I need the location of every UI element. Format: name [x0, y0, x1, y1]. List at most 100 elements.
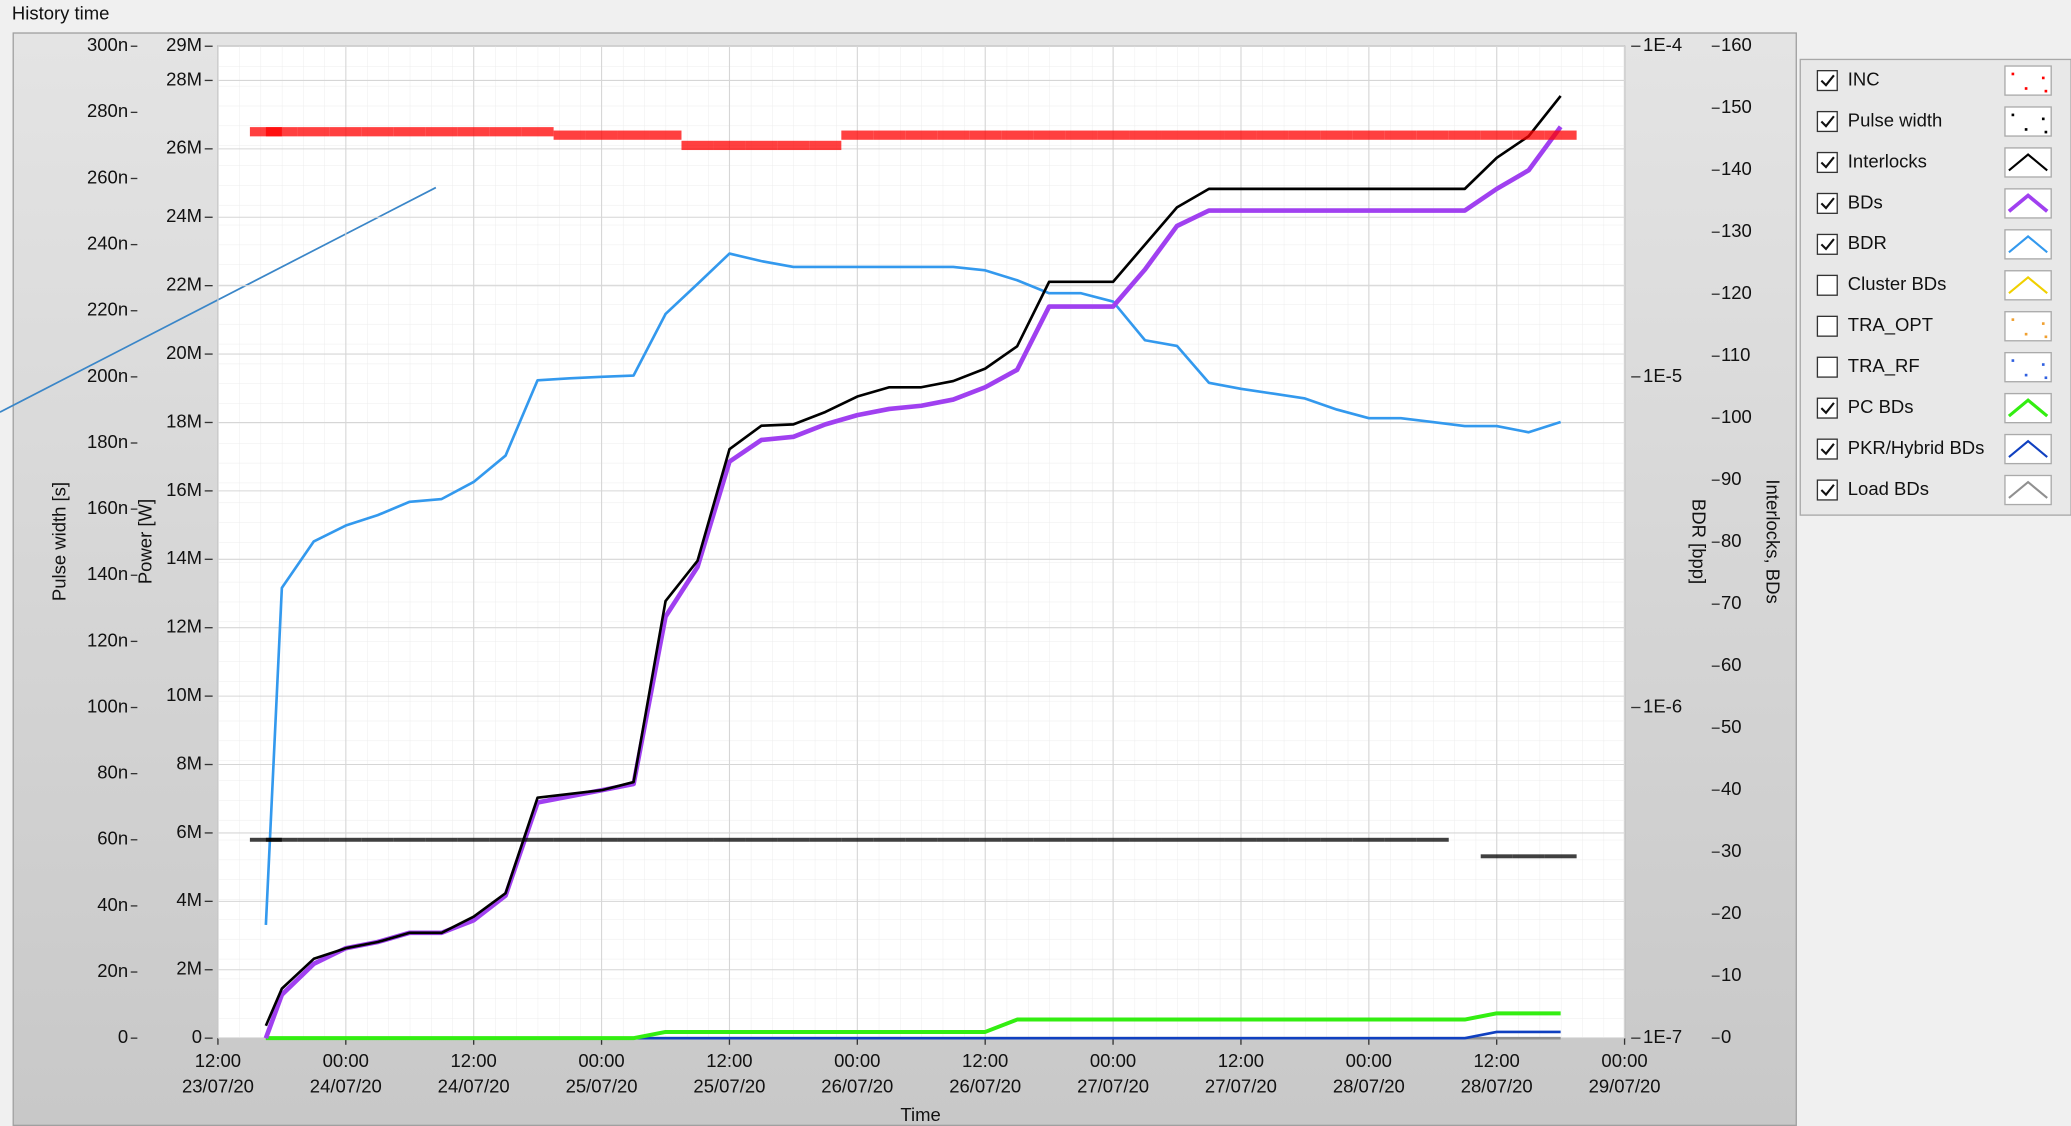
legend-label: PKR/Hybrid BDs — [1848, 437, 1985, 458]
legend-checkmark — [1820, 197, 1835, 210]
series-line — [263, 125, 1563, 1039]
data-dots — [1416, 837, 1449, 842]
y-tick-label: 160n — [87, 497, 128, 518]
legend-swatch — [2011, 359, 2015, 362]
legend-checkbox[interactable] — [1816, 192, 1838, 214]
x-tick-label: 00:00 28/07/20 — [1332, 1050, 1405, 1097]
data-dots — [745, 837, 778, 842]
x-tick-label: 12:00 24/07/20 — [437, 1050, 510, 1097]
legend-swatch-box — [2004, 147, 2052, 178]
y-tick-label: 40 — [1721, 778, 1742, 799]
y-tick-label: 1E-5 — [1643, 365, 1682, 386]
y-axis-label: Pulse width [s] — [49, 482, 70, 601]
series-line — [265, 1011, 1561, 1041]
data-dots — [1192, 130, 1225, 140]
data-dots — [617, 837, 650, 842]
legend-label: PC BDs — [1848, 396, 1914, 417]
data-dots — [873, 837, 906, 842]
data-dots — [425, 127, 458, 137]
x-tick-label: 12:00 26/07/20 — [949, 1050, 1022, 1097]
legend-checkbox[interactable] — [1816, 274, 1838, 296]
data-dots — [329, 127, 362, 137]
legend-swatch-box — [2004, 351, 2052, 383]
data-dots — [297, 837, 330, 842]
data-dots — [265, 127, 298, 137]
data-dots — [649, 130, 682, 140]
data-dots — [1320, 837, 1353, 842]
y-tick-label: 110 — [1721, 344, 1750, 365]
y-tick-label: 2M — [176, 958, 202, 979]
x-tick-label-box: 12:00 25/07/20 — [693, 1050, 766, 1097]
y-tick-label: 1E-6 — [1643, 695, 1682, 716]
legend-checkbox[interactable] — [1816, 397, 1838, 419]
legend-checkmark — [1820, 402, 1835, 415]
data-dots — [1065, 837, 1098, 842]
data-dots — [681, 837, 714, 842]
x-tick-label-box: 00:00 27/07/20 — [1077, 1050, 1149, 1096]
legend-swatch-box — [2004, 392, 2052, 424]
legend-swatch-box — [2004, 229, 2052, 260]
y-tick-label: 140 — [1721, 158, 1752, 179]
interlocks-axis-label: Interlocks, BDs — [1762, 479, 1783, 603]
series-line — [264, 252, 1562, 926]
y-tick-label: 260n — [87, 166, 128, 187]
data-dots — [457, 127, 490, 137]
data-dots — [425, 837, 458, 842]
data-dots — [361, 127, 394, 137]
y-tick-label: 30 — [1721, 840, 1742, 861]
x-tick-label: 00:00 25/07/20 — [565, 1050, 638, 1097]
data-dots — [1224, 837, 1257, 842]
x-tick-label-box: 00:00 25/07/20 — [565, 1050, 638, 1097]
data-dots — [1161, 130, 1193, 140]
data-dots — [489, 837, 522, 842]
data-dots — [649, 837, 682, 842]
legend-swatch — [2024, 373, 2028, 377]
data-dots — [841, 130, 874, 140]
data-dots — [1352, 837, 1385, 842]
y-tick-label: 1E-4 — [1643, 34, 1682, 55]
legend-checkbox[interactable] — [1816, 110, 1838, 133]
legend-swatch-box — [2004, 106, 2052, 137]
x-tick-label: 12:00 25/07/20 — [693, 1050, 766, 1097]
legend-swatch-box — [2004, 311, 2052, 342]
legend-swatch-box — [2004, 270, 2052, 301]
data-dots — [297, 127, 330, 137]
legend-checkbox[interactable] — [1816, 233, 1838, 255]
data-dots — [777, 140, 810, 151]
legend-checkbox[interactable] — [1816, 70, 1838, 92]
legend-label: TRA_RF — [1848, 355, 1920, 377]
legend-swatch — [2024, 87, 2028, 90]
legend-checkbox[interactable] — [1816, 151, 1838, 174]
data-dots — [457, 837, 490, 842]
legend-checkbox[interactable] — [1816, 356, 1838, 378]
y-tick-label: 10M — [166, 684, 202, 705]
data-dots — [1256, 837, 1289, 842]
data-dots — [553, 837, 586, 842]
data-dots — [1480, 854, 1513, 859]
power-axis-label: Power [W] — [134, 499, 155, 584]
legend-checkbox[interactable] — [1816, 315, 1838, 337]
y-tick-label: 70 — [1721, 592, 1742, 613]
data-dots — [1512, 130, 1545, 140]
legend-swatch — [2008, 153, 2048, 172]
y-tick-label: 10 — [1721, 964, 1742, 985]
legend-checkbox[interactable] — [1816, 438, 1838, 460]
y-tick-label: 180n — [87, 431, 128, 452]
legend-checkmark — [1820, 156, 1835, 169]
legend-checkbox[interactable] — [1816, 479, 1838, 501]
y-tick-label: 24M — [166, 205, 202, 226]
x-tick-label-box: 12:00 27/07/20 — [1205, 1050, 1277, 1096]
legend-swatch — [2008, 439, 2048, 458]
data-dots — [585, 837, 618, 842]
y-tick-label: 29M — [166, 34, 202, 55]
data-dots — [361, 837, 394, 842]
data-dots — [1352, 130, 1385, 140]
y-tick-label: 22M — [166, 274, 202, 295]
legend-swatch — [2024, 332, 2028, 336]
data-dots — [521, 837, 554, 842]
x-tick-label-box: 12:00 24/07/20 — [437, 1050, 510, 1097]
legend-checkmark — [1820, 115, 1835, 128]
data-dots — [1161, 837, 1193, 842]
data-dots — [1544, 854, 1577, 859]
y-tick-label: 80 — [1721, 530, 1742, 551]
